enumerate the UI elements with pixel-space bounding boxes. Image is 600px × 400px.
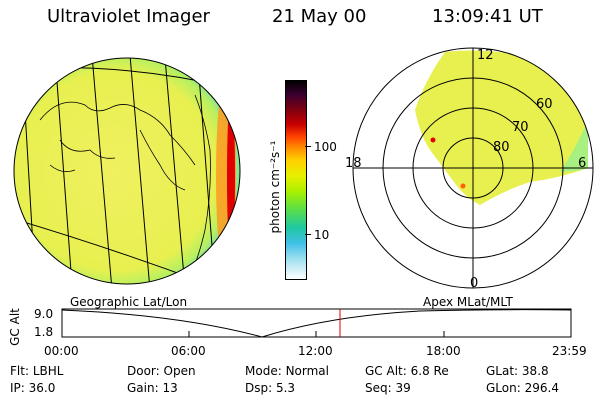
orbit-xtick-1200: 12:00 [298, 344, 333, 358]
mlt-label-0: 0 [470, 276, 479, 291]
instrument-title: Ultraviolet Imager [47, 6, 210, 27]
hotspot-2 [460, 183, 466, 189]
disk-outline [13, 57, 241, 285]
info-ip: IP: 36.0 [10, 381, 56, 395]
orbit-ytick-top: 9.0 [34, 307, 54, 321]
date-label: 21 May 00 [272, 6, 367, 27]
mlt-label-6: 6 [578, 156, 587, 171]
orbit-xtick-0000: 00:00 [44, 344, 79, 358]
mlt-label-18: 18 [345, 156, 362, 171]
orbit-xtick-2359: 23:59 [552, 344, 587, 358]
mlt-label-12: 12 [477, 48, 494, 63]
info-seq: Seq: 39 [365, 381, 411, 395]
orbit-right-title: Apex MLat/MLT [423, 295, 513, 309]
lat-label-70: 70 [512, 120, 529, 135]
orbit-xtick-0600: 06:00 [171, 344, 206, 358]
info-gc-alt: GC Alt: 6.8 Re [365, 364, 449, 378]
colorbar-label-10: 10 [314, 228, 330, 242]
orbit-ticks [61, 331, 572, 337]
coastlines [39, 94, 211, 276]
hotspot-1 [430, 137, 436, 143]
disk-background [14, 58, 240, 284]
info-glon: GLon: 296.4 [486, 381, 559, 395]
lat-label-80: 80 [493, 140, 510, 155]
auroral-edge [560, 120, 588, 172]
info-gain: Gain: 13 [127, 381, 178, 395]
colorbar-tick-10 [305, 234, 311, 235]
lat-label-60: 60 [536, 97, 553, 112]
altitude-curve [61, 309, 572, 338]
colorbar-tick-100 [305, 146, 311, 147]
polar-grid [352, 47, 594, 289]
info-glat: GLat: 38.8 [486, 364, 549, 378]
orbit-xtick-1800: 18:00 [426, 344, 461, 358]
time-label: 13:09:41 UT [432, 6, 543, 27]
info-mode: Mode: Normal [245, 364, 329, 378]
colorbar [285, 80, 307, 280]
info-dsp: Dsp: 5.3 [245, 381, 296, 395]
orbit-ytick-bottom: 1.8 [34, 325, 54, 339]
colorbar-label-100: 100 [314, 140, 337, 154]
orbit-left-title: Geographic Lat/Lon [70, 295, 188, 309]
info-door: Door: Open [127, 364, 196, 378]
auroral-image [415, 50, 588, 205]
info-flt: Flt: LBHL [10, 364, 64, 378]
earth-disk [13, 57, 241, 285]
